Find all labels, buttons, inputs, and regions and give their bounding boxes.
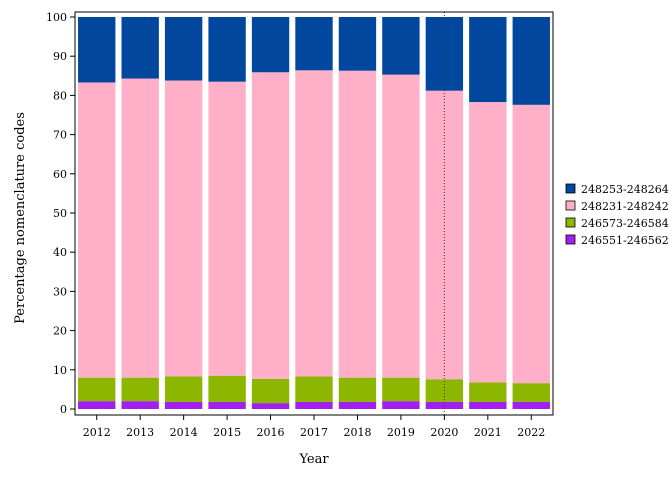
bar-segment-2012-4: [78, 17, 116, 83]
y-axis-title: Percentage nomenclature codes: [13, 112, 28, 324]
bar-segment-2016-2: [251, 378, 290, 404]
y-tick-label-70: 70: [53, 129, 67, 142]
x-axis: 2012 2013 2014 2015 2016 2017 2018 2019 2020 2021…: [83, 415, 545, 439]
bar-segment-2017-2: [295, 376, 333, 402]
bar-segment-2015-1: [208, 401, 246, 409]
x-tick-label-2021: 2021: [474, 426, 502, 439]
bar-segment-2013-3: [121, 78, 159, 378]
x-tick-label-2014: 2014: [170, 426, 198, 439]
bar-segment-2017-3: [295, 70, 333, 377]
bar-segment-2016-1: [251, 403, 290, 409]
bar-segment-2019-2: [382, 377, 420, 402]
bar-segment-2014-3: [164, 80, 203, 377]
y-tick-label-20: 20: [53, 325, 67, 338]
bar-segment-2013-1: [121, 401, 159, 409]
legend-label-246573-246584: 246573-246584: [581, 217, 669, 230]
legend-label-248231-248242: 248231-248242: [581, 200, 669, 213]
bar-segment-2015-2: [208, 375, 246, 402]
legend-label-246551-246562: 246551-246562: [581, 234, 669, 247]
bar-segment-2022-2: [512, 383, 550, 402]
bar-segment-2012-1: [78, 401, 116, 409]
x-tick-label-2020: 2020: [430, 426, 458, 439]
y-tick-label-40: 40: [53, 246, 67, 259]
bar-segment-2022-3: [512, 104, 550, 384]
legend: 248253-248264 248231-248242 246573-246584 2…: [565, 183, 669, 247]
bar-segment-2013-4: [121, 17, 159, 79]
bar-segment-2016-3: [251, 72, 290, 379]
x-axis-title: Year: [298, 452, 329, 467]
legend-swatch-248253-248264: [565, 183, 576, 194]
bar-segment-2017-4: [295, 17, 333, 71]
y-tick-label-30: 30: [53, 285, 67, 298]
bar-segment-2012-3: [78, 82, 116, 378]
bar-segment-2019-4: [382, 17, 420, 75]
x-tick-label-2012: 2012: [83, 426, 111, 439]
bar-segment-2021-4: [469, 17, 507, 103]
y-tick-label-90: 90: [53, 50, 67, 63]
bar-segment-2018-4: [338, 17, 377, 71]
bar-segment-2014-4: [164, 17, 203, 81]
bar-segment-2018-3: [338, 70, 377, 378]
y-tick-label-50: 50: [53, 207, 67, 220]
x-tick-label-2016: 2016: [257, 426, 285, 439]
legend-label-248253-248264: 248253-248264: [581, 183, 669, 196]
bar-segment-2018-2: [338, 377, 377, 402]
bar-segment-2014-1: [164, 401, 203, 409]
y-tick-label-60: 60: [53, 168, 67, 181]
bar-segment-2013-2: [121, 377, 159, 402]
x-tick-label-2017: 2017: [300, 426, 328, 439]
bar-segment-2014-2: [164, 376, 203, 402]
x-tick-label-2019: 2019: [387, 426, 415, 439]
legend-swatch-246573-246584: [565, 217, 576, 228]
x-tick-label-2013: 2013: [126, 426, 154, 439]
bar-segment-2019-1: [382, 401, 420, 409]
legend-swatch-248231-248242: [565, 200, 576, 211]
y-tick-label-0: 0: [60, 403, 67, 416]
y-tick-label-100: 100: [46, 11, 67, 24]
bar-segment-2017-1: [295, 401, 333, 409]
x-tick-label-2018: 2018: [343, 426, 371, 439]
bar-segment-2018-1: [338, 401, 377, 409]
bar-segment-2016-4: [251, 17, 290, 73]
bar-segment-2019-3: [382, 74, 420, 378]
bar-segment-2021-2: [469, 382, 507, 402]
bar-segment-2022-1: [512, 401, 550, 409]
y-tick-label-80: 80: [53, 89, 67, 102]
bar-segment-2021-1: [469, 401, 507, 409]
x-tick-label-2022: 2022: [517, 426, 545, 439]
y-axis: 0 10 20 30 40 50 60 70 80 90 100: [46, 11, 75, 416]
bar-segment-2022-4: [512, 17, 550, 105]
bar-segment-2012-2: [78, 377, 116, 402]
bar-segment-2021-3: [469, 102, 507, 383]
legend-swatch-246551-246562: [565, 234, 576, 245]
bar-segment-2020-4: [425, 17, 464, 91]
bar-segment-2015-4: [208, 17, 246, 82]
x-tick-label-2015: 2015: [213, 426, 241, 439]
y-tick-label-10: 10: [53, 364, 67, 377]
bars-layer: [78, 17, 550, 409]
bar-segment-2015-3: [208, 81, 246, 376]
